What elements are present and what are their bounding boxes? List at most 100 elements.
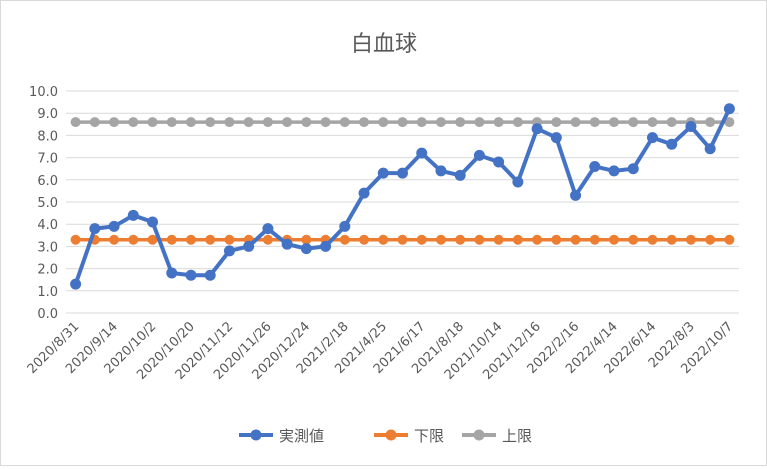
data-point [205,117,216,128]
data-point [512,117,523,128]
data-point [378,117,389,128]
data-point [185,117,196,128]
data-point [416,234,427,245]
y-tick-label: 4.0 [37,218,58,233]
data-point [685,121,697,133]
data-point [723,103,735,115]
data-point [224,234,235,245]
y-tick-label: 8.0 [37,129,58,144]
data-point [282,117,293,128]
data-point [89,117,100,128]
data-point [435,165,447,177]
y-tick-label: 2.0 [37,263,58,278]
series-1 [70,234,735,245]
data-point [589,160,601,172]
chart-title: 白血球 [351,32,417,57]
data-point [70,234,81,245]
legend-item: 実測値 [239,427,324,445]
series-0 [70,103,735,290]
data-point [435,234,446,245]
data-point [320,117,331,128]
data-point [628,117,639,128]
data-point [550,132,562,144]
data-point [262,223,274,235]
data-point [262,117,273,128]
y-tick-label: 10.0 [29,85,58,100]
data-point [300,243,312,255]
data-point [339,117,350,128]
data-point [570,234,581,245]
data-point [147,216,159,228]
data-point [358,187,370,199]
data-point [262,234,273,245]
y-tick-label: 7.0 [37,152,58,167]
data-point [89,223,101,235]
y-tick-label: 9.0 [37,107,58,122]
data-point [243,117,254,128]
legend-label: 上限 [502,427,532,445]
data-point [128,117,139,128]
data-point [359,234,370,245]
data-point [416,147,428,159]
data-point [281,238,293,250]
data-point [704,143,716,155]
data-point [609,234,620,245]
data-point [108,220,120,232]
legend-marker [250,429,262,441]
data-point [70,278,82,290]
data-point [147,234,158,245]
data-point [512,176,524,188]
data-point [339,234,350,245]
data-point [397,167,408,179]
data-point [70,117,81,128]
data-point [166,234,177,245]
data-point [474,117,485,128]
data-point [416,117,427,128]
data-point [628,234,639,245]
data-point [455,117,466,128]
data-point [128,234,139,245]
data-point [493,156,505,168]
data-point [301,234,312,245]
data-point [647,117,658,128]
data-point [127,209,139,221]
y-tick-label: 3.0 [37,240,58,255]
data-point [166,267,178,279]
data-point [570,117,581,128]
legend-item: 上限 [462,427,532,445]
data-point [166,117,177,128]
data-point [608,165,620,177]
data-point [666,117,677,128]
data-point [685,234,696,245]
data-point [320,240,332,252]
data-point [473,149,485,161]
data-point [454,169,466,181]
legend-label: 実測値 [279,427,324,445]
legend-marker [385,429,397,441]
data-point [551,234,562,245]
data-point [531,123,543,135]
data-point [666,138,678,150]
data-point [397,117,408,128]
data-point [493,117,504,128]
data-point [435,117,446,128]
series-2 [70,117,735,128]
data-point [109,234,120,245]
data-point [493,234,504,245]
data-point [724,234,735,245]
data-point [397,234,408,245]
data-point [301,117,312,128]
data-point [646,132,658,144]
legend-marker [473,429,485,441]
data-point [205,234,216,245]
data-point [109,117,120,128]
data-point [377,167,389,179]
data-point [724,117,735,128]
data-point [589,117,600,128]
data-point [532,234,543,245]
data-point [666,234,677,245]
y-tick-label: 6.0 [37,174,58,189]
y-tick-label: 1.0 [37,285,58,300]
